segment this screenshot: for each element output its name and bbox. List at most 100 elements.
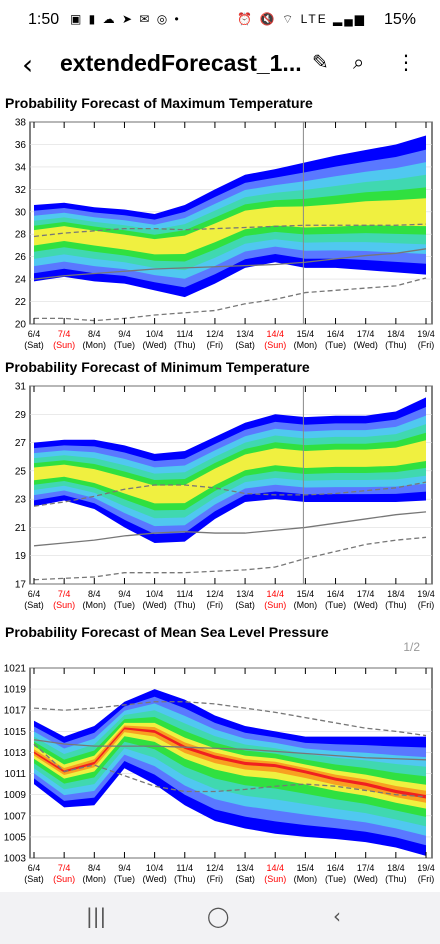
y-tick-label: 1005 xyxy=(4,832,27,843)
x-tick-weekday: (Tue) xyxy=(114,340,135,350)
x-tick-date: 17/4 xyxy=(357,863,375,873)
back-arrow-icon[interactable]: ‹ xyxy=(22,48,34,81)
x-tick-weekday: (Sat) xyxy=(235,874,255,884)
climate-mean-line xyxy=(33,739,427,761)
y-tick-label: 24 xyxy=(15,275,27,286)
x-tick-date: 17/4 xyxy=(357,589,375,599)
x-tick-date: 8/4 xyxy=(88,329,101,339)
x-tick-date: 16/4 xyxy=(327,863,345,873)
x-tick-date: 19/4 xyxy=(417,329,435,339)
x-tick-date: 11/4 xyxy=(176,589,193,599)
x-tick-date: 10/4 xyxy=(146,863,164,873)
x-tick-date: 9/4 xyxy=(118,329,131,339)
x-tick-weekday: (Mon) xyxy=(83,600,107,610)
x-tick-date: 14/4 xyxy=(266,589,284,599)
x-tick-weekday: (Fri) xyxy=(418,874,435,884)
x-tick-weekday: (Sun) xyxy=(264,600,286,610)
y-tick-label: 26 xyxy=(15,252,27,263)
page-indicator: 1/2 xyxy=(403,640,420,654)
search-icon[interactable]: ⌕ xyxy=(353,50,365,74)
x-tick-weekday: (Sun) xyxy=(264,340,286,350)
x-tick-date: 7/4 xyxy=(58,863,71,873)
x-tick-weekday: (Fri) xyxy=(207,340,224,350)
x-tick-weekday: (Tue) xyxy=(114,600,135,610)
y-tick-label: 1021 xyxy=(4,664,27,675)
x-tick-date: 16/4 xyxy=(327,329,345,339)
x-tick-weekday: (Fri) xyxy=(418,600,435,610)
x-tick-date: 13/4 xyxy=(236,863,254,873)
x-tick-date: 9/4 xyxy=(118,863,131,873)
y-tick-label: 1017 xyxy=(4,706,27,717)
y-tick-label: 1019 xyxy=(4,685,27,696)
x-tick-date: 14/4 xyxy=(266,329,284,339)
climate-dashed-upper-line xyxy=(33,481,427,507)
chart-title-min-temp: Probability Forecast of Minimum Temperat… xyxy=(5,359,310,375)
x-tick-date: 12/4 xyxy=(206,589,224,599)
x-tick-weekday: (Thu) xyxy=(174,600,196,610)
navigation-bar: ||| ◯ ‹ xyxy=(0,892,440,944)
x-tick-weekday: (Tue) xyxy=(325,600,346,610)
x-tick-weekday: (Thu) xyxy=(385,874,407,884)
x-tick-date: 12/4 xyxy=(206,863,224,873)
x-tick-date: 6/4 xyxy=(28,329,41,339)
x-tick-date: 18/4 xyxy=(387,863,405,873)
chart-title-pressure: Probability Forecast of Mean Sea Level P… xyxy=(5,624,329,640)
y-tick-label: 20 xyxy=(15,320,27,331)
document-view[interactable]: Probability Forecast of Maximum Temperat… xyxy=(0,92,440,892)
x-tick-weekday: (Fri) xyxy=(207,600,224,610)
y-tick-label: 19 xyxy=(15,551,27,562)
climate-mean-line xyxy=(33,248,427,280)
x-tick-weekday: (Fri) xyxy=(207,874,224,884)
status-bar: 1:50 ▣ ▮ ☁ ➤ ✉ ◎ • ⏰ 🔇 ⌔ LTE ▂▄▆ 15% xyxy=(0,0,440,40)
x-tick-date: 19/4 xyxy=(417,589,435,599)
recent-apps-icon[interactable]: ||| xyxy=(86,904,107,928)
y-tick-label: 36 xyxy=(15,140,27,151)
x-tick-date: 7/4 xyxy=(58,329,71,339)
x-tick-weekday: (Sat) xyxy=(235,340,255,350)
y-tick-label: 34 xyxy=(15,162,27,173)
x-tick-weekday: (Tue) xyxy=(325,340,346,350)
x-tick-weekday: (Thu) xyxy=(385,340,407,350)
y-tick-label: 38 xyxy=(15,118,27,129)
climate-dashed-lower-line xyxy=(34,277,427,322)
x-tick-date: 11/4 xyxy=(176,863,193,873)
x-tick-weekday: (Sun) xyxy=(53,874,75,884)
y-tick-label: 1013 xyxy=(4,748,27,759)
x-tick-date: 6/4 xyxy=(28,589,41,599)
nav-back-icon[interactable]: ‹ xyxy=(333,904,341,928)
battery-level: 15% xyxy=(383,11,416,28)
x-tick-weekday: (Mon) xyxy=(83,340,107,350)
home-icon[interactable]: ◯ xyxy=(207,904,230,928)
min-temperature-chart: 17192123252729316/4(Sat)7/4(Sun)8/4(Mon)… xyxy=(15,382,435,611)
x-tick-weekday: (Sat) xyxy=(24,874,44,884)
climate-dashed-upper-line xyxy=(33,701,427,737)
x-tick-date: 9/4 xyxy=(118,589,131,599)
x-tick-weekday: (Fri) xyxy=(418,340,435,350)
max-temperature-chart: 202224262830323436386/4(Sat)7/4(Sun)8/4(… xyxy=(15,118,435,351)
x-tick-date: 7/4 xyxy=(58,589,71,599)
edit-icon[interactable]: ✎ xyxy=(312,50,329,74)
climate-dashed-lower-line xyxy=(33,536,427,581)
x-tick-weekday: (Thu) xyxy=(385,600,407,610)
climate-dashed-upper-line xyxy=(33,223,427,238)
system-status-icons: ⏰ 🔇 ⌔ LTE ▂▄▆ xyxy=(237,12,366,26)
y-tick-label: 21 xyxy=(15,523,27,534)
y-tick-label: 1015 xyxy=(4,727,27,738)
more-options-icon[interactable]: ⋮ xyxy=(396,50,416,74)
y-tick-label: 17 xyxy=(15,580,27,591)
x-tick-weekday: (Wed) xyxy=(354,874,378,884)
notification-icons: ▣ ▮ ☁ ➤ ✉ ◎ • xyxy=(70,12,181,26)
x-tick-weekday: (Sun) xyxy=(53,340,75,350)
y-tick-label: 1003 xyxy=(4,854,27,865)
x-tick-date: 12/4 xyxy=(206,329,224,339)
y-tick-label: 32 xyxy=(15,185,27,196)
x-tick-date: 16/4 xyxy=(327,589,345,599)
chart-title-max-temp: Probability Forecast of Maximum Temperat… xyxy=(5,95,313,111)
status-time: 1:50 xyxy=(28,11,60,28)
x-tick-date: 11/4 xyxy=(176,329,193,339)
x-tick-weekday: (Mon) xyxy=(294,600,318,610)
y-tick-label: 27 xyxy=(15,438,27,449)
document-title: extendedForecast_1... xyxy=(60,50,302,76)
x-tick-weekday: (Sat) xyxy=(24,600,44,610)
app-bar: ‹ extendedForecast_1... ✎ ⌕ ⋮ xyxy=(0,40,440,88)
